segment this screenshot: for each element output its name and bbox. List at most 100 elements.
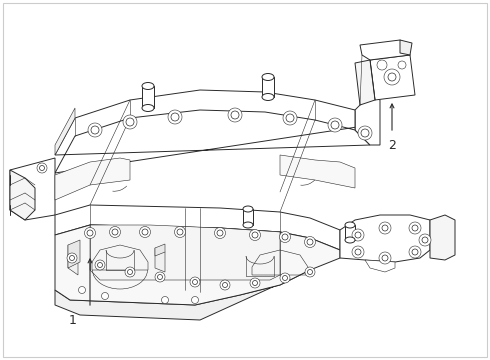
Polygon shape bbox=[345, 225, 355, 240]
Polygon shape bbox=[340, 215, 430, 262]
Circle shape bbox=[40, 166, 45, 171]
Ellipse shape bbox=[345, 237, 355, 243]
Circle shape bbox=[279, 231, 291, 243]
Circle shape bbox=[308, 270, 313, 274]
Circle shape bbox=[379, 222, 391, 234]
Polygon shape bbox=[55, 225, 340, 305]
Polygon shape bbox=[10, 170, 35, 220]
Circle shape bbox=[379, 252, 391, 264]
Circle shape bbox=[67, 253, 77, 263]
Circle shape bbox=[249, 230, 261, 240]
Circle shape bbox=[192, 297, 198, 303]
Polygon shape bbox=[280, 155, 355, 188]
Polygon shape bbox=[355, 95, 380, 145]
Text: 2: 2 bbox=[388, 139, 396, 152]
Circle shape bbox=[305, 267, 315, 277]
Circle shape bbox=[222, 283, 227, 288]
Circle shape bbox=[231, 111, 239, 119]
Polygon shape bbox=[55, 205, 340, 250]
Circle shape bbox=[388, 73, 396, 81]
Polygon shape bbox=[55, 158, 130, 200]
Circle shape bbox=[250, 278, 260, 288]
Circle shape bbox=[377, 60, 387, 70]
Text: 1: 1 bbox=[69, 314, 77, 327]
Circle shape bbox=[283, 111, 297, 125]
Polygon shape bbox=[365, 260, 395, 272]
Circle shape bbox=[171, 113, 179, 121]
Circle shape bbox=[419, 234, 431, 246]
Circle shape bbox=[91, 126, 99, 134]
Circle shape bbox=[382, 225, 388, 231]
Polygon shape bbox=[55, 108, 75, 155]
Circle shape bbox=[217, 230, 223, 236]
Circle shape bbox=[125, 267, 135, 277]
Circle shape bbox=[228, 108, 242, 122]
Circle shape bbox=[127, 270, 132, 274]
Polygon shape bbox=[370, 55, 415, 100]
Circle shape bbox=[98, 262, 102, 267]
Polygon shape bbox=[55, 270, 310, 320]
Circle shape bbox=[78, 287, 85, 293]
Circle shape bbox=[174, 226, 186, 238]
Polygon shape bbox=[430, 215, 455, 260]
Circle shape bbox=[87, 230, 93, 236]
Polygon shape bbox=[355, 60, 375, 105]
Circle shape bbox=[88, 123, 102, 137]
Ellipse shape bbox=[345, 222, 355, 228]
Ellipse shape bbox=[243, 206, 253, 212]
Circle shape bbox=[252, 280, 258, 285]
Circle shape bbox=[168, 110, 182, 124]
Polygon shape bbox=[262, 77, 274, 97]
Circle shape bbox=[109, 226, 121, 238]
Polygon shape bbox=[155, 248, 165, 272]
Polygon shape bbox=[142, 86, 154, 108]
Circle shape bbox=[155, 272, 165, 282]
Circle shape bbox=[112, 229, 118, 235]
Circle shape bbox=[37, 163, 47, 173]
Circle shape bbox=[142, 229, 148, 235]
Circle shape bbox=[140, 226, 150, 238]
Ellipse shape bbox=[262, 94, 274, 100]
Circle shape bbox=[283, 275, 288, 280]
Circle shape bbox=[286, 114, 294, 122]
Circle shape bbox=[126, 118, 134, 126]
Polygon shape bbox=[243, 209, 253, 225]
Ellipse shape bbox=[142, 104, 154, 112]
Circle shape bbox=[358, 126, 372, 140]
Polygon shape bbox=[155, 244, 165, 256]
Polygon shape bbox=[68, 245, 78, 275]
Circle shape bbox=[409, 222, 421, 234]
Circle shape bbox=[95, 260, 105, 270]
Polygon shape bbox=[360, 40, 410, 60]
Polygon shape bbox=[10, 158, 55, 220]
Circle shape bbox=[382, 255, 388, 261]
Circle shape bbox=[157, 274, 163, 279]
Ellipse shape bbox=[142, 82, 154, 90]
Circle shape bbox=[361, 129, 369, 137]
Circle shape bbox=[352, 229, 364, 241]
Circle shape bbox=[84, 228, 96, 239]
Circle shape bbox=[422, 237, 428, 243]
Circle shape bbox=[193, 279, 197, 284]
Circle shape bbox=[384, 69, 400, 85]
Circle shape bbox=[328, 118, 342, 132]
Circle shape bbox=[123, 115, 137, 129]
Circle shape bbox=[162, 297, 169, 303]
Circle shape bbox=[412, 225, 418, 231]
Circle shape bbox=[398, 61, 406, 69]
Circle shape bbox=[215, 228, 225, 239]
Circle shape bbox=[412, 249, 418, 255]
Circle shape bbox=[252, 232, 258, 238]
Circle shape bbox=[355, 232, 361, 238]
Ellipse shape bbox=[243, 222, 253, 228]
Circle shape bbox=[409, 246, 421, 258]
Polygon shape bbox=[400, 40, 412, 55]
Circle shape bbox=[355, 249, 361, 255]
Circle shape bbox=[70, 256, 74, 261]
Circle shape bbox=[220, 280, 230, 290]
Circle shape bbox=[352, 246, 364, 258]
Ellipse shape bbox=[262, 73, 274, 81]
Polygon shape bbox=[90, 225, 280, 280]
Circle shape bbox=[282, 234, 288, 240]
Circle shape bbox=[101, 292, 108, 300]
